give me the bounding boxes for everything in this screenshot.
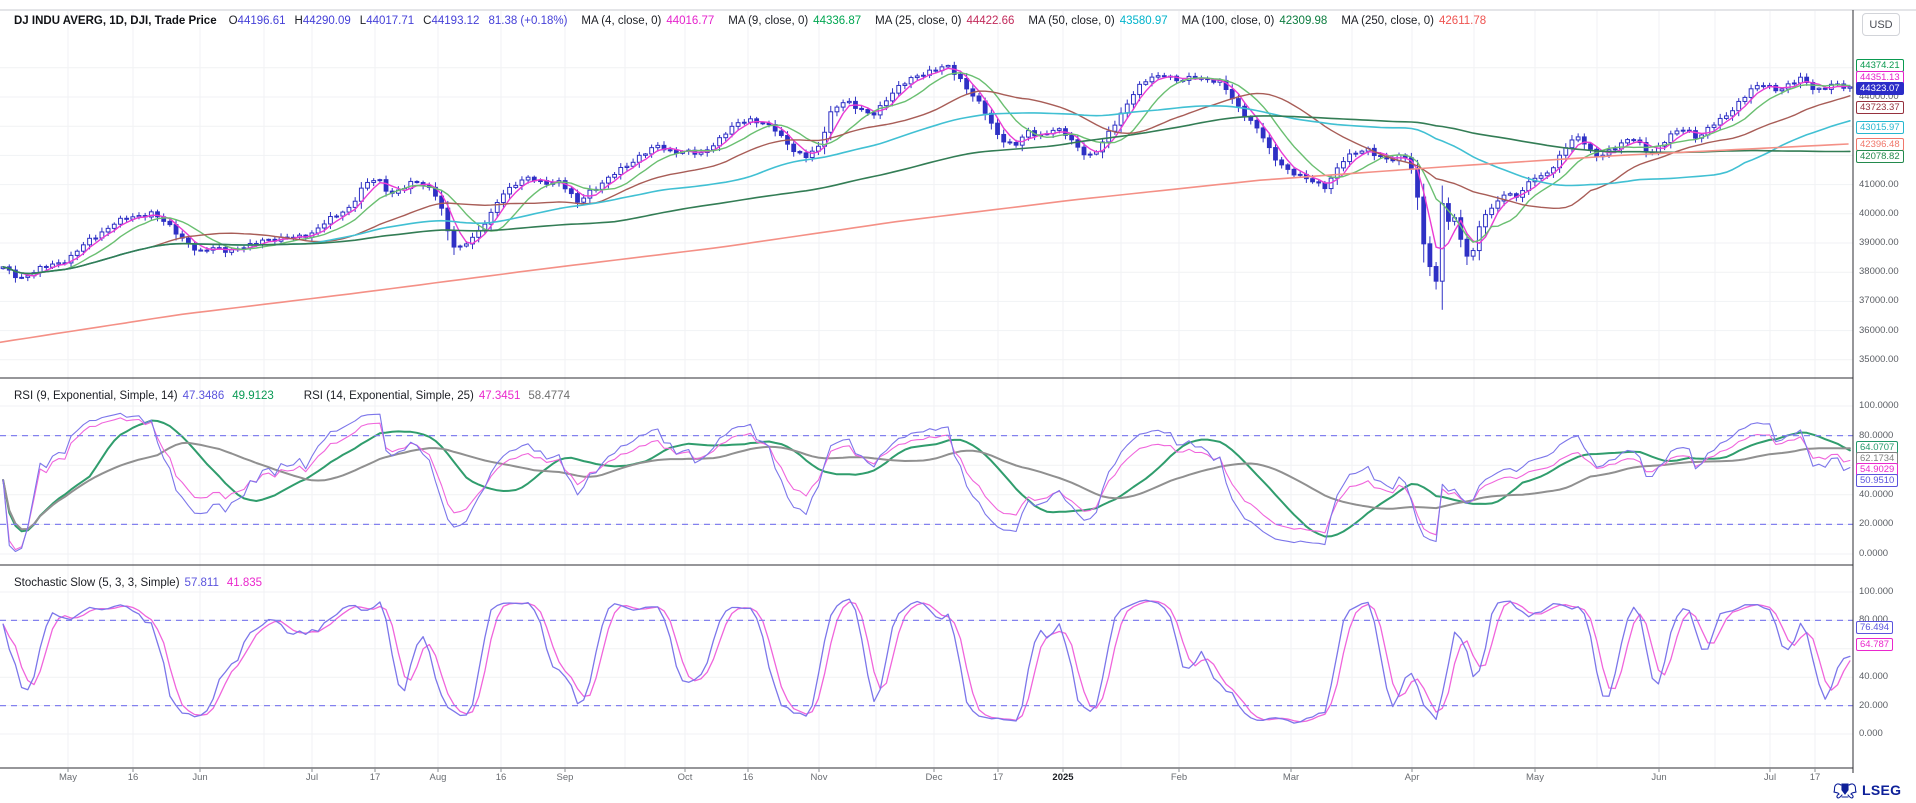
ohlc-readout: O 44196.61 H 44290.09 L 44017.71 C 44193.12 81.3… [229,15,568,27]
ma-legend-value: 43580.97 [1119,15,1168,27]
lseg-crest-icon [1833,783,1857,799]
main-symbol-legend: DJ INDU AVERG, 1D, DJI, Trade Price O 4419… [14,15,1500,27]
ma-legend-value: 44422.66 [966,15,1015,27]
ma250-line [0,143,1849,344]
ma-legend-item[interactable]: MA (50, close, 0) 43580.97 [1028,15,1167,27]
rsi-legend-item[interactable]: RSI (9, Exponential, Simple, 14) 47.3486 4… [14,390,282,402]
stoch-legend-value: 57.811 [184,577,219,589]
lseg-logo: LSEG [1832,780,1901,800]
stoch-legend-label: Stochastic Slow (5, 3, 3, Simple) [14,577,180,589]
ohlc-field-label: L [359,15,367,27]
stoch-legend-value: 41.835 [226,577,263,589]
ma4-line [2,67,1851,277]
rsi-indicator-legend: RSI (9, Exponential, Simple, 14) 47.3486 4… [14,390,600,402]
ma-legend-item[interactable]: MA (100, close, 0) 42309.98 [1182,15,1328,27]
stochastic-indicator-legend: Stochastic Slow (5, 3, 3, Simple) 57.811 4… [14,577,284,589]
ma-legend-label: MA (25, close, 0) [875,15,962,27]
ma-legend-value: 42309.98 [1279,15,1328,27]
stoch-k-line [2,598,1851,724]
ohlc-field-label: C [423,15,432,27]
ma-legend-label: MA (9, close, 0) [728,15,809,27]
rsi9-line [2,412,1851,553]
stoch-legend-item[interactable]: Stochastic Slow (5, 3, 3, Simple) 57.811 4… [14,577,270,589]
rsi-legend-value: 58.4774 [528,390,570,402]
ma-legend-value: 44336.87 [813,15,862,27]
ma-legend-item[interactable]: MA (4, close, 0) 44016.77 [581,15,714,27]
rsi14-smoothing-line [2,441,1851,531]
ohlc-field-label: H [294,15,303,27]
ohlc-field-value: 44193.12 [431,15,480,27]
lseg-logo-text: LSEG [1862,782,1902,798]
rsi14-line [2,417,1851,551]
ma100-line [2,115,1851,275]
ohlc-field-value: 44196.61 [237,15,286,27]
rsi9-smoothing-line [2,419,1851,538]
overbought-oversold-levels [0,434,1853,707]
ma9-line [2,72,1851,275]
stoch-d-line [2,600,1851,723]
change-value: 81.38 (+0.18%) [488,15,568,27]
ma50-line [2,105,1851,275]
ohlc-field-label: O [228,15,238,27]
ma-legend-label: MA (4, close, 0) [581,15,662,27]
rsi-legend-value: 47.3451 [478,390,521,402]
ma-legend-item[interactable]: MA (250, close, 0) 42611.78 [1341,15,1486,27]
ohlc-field-value: 44290.09 [302,15,351,27]
ma-legend-item[interactable]: MA (25, close, 0) 44422.66 [875,15,1014,27]
panel-frame [0,9,1916,773]
ohlc-field-value: 44017.71 [366,15,415,27]
ma-legend-label: MA (50, close, 0) [1028,15,1115,27]
ma-legend-label: MA (250, close, 0) [1341,15,1435,27]
rsi-legend-label: RSI (9, Exponential, Simple, 14) [14,390,178,402]
symbol-title[interactable]: DJ INDU AVERG, 1D, DJI, Trade Price [14,15,217,27]
rsi-legend-value: 47.3486 [182,390,225,402]
ma-legend-item[interactable]: MA (9, close, 0) 44336.87 [728,15,861,27]
ma-legend-value: 42611.78 [1439,15,1487,27]
ma25-line [2,90,1851,275]
rsi-legend-value: 49.9123 [232,390,274,402]
rsi-legend-label: RSI (14, Exponential, Simple, 25) [303,390,474,402]
gridlines [0,11,1853,768]
currency-button[interactable]: USD [1862,13,1900,36]
rsi-legend-item[interactable]: RSI (14, Exponential, Simple, 25) 47.3451… [304,390,578,402]
ma-legend-label: MA (100, close, 0) [1181,15,1275,27]
ma-legend-value: 44016.77 [666,15,715,27]
